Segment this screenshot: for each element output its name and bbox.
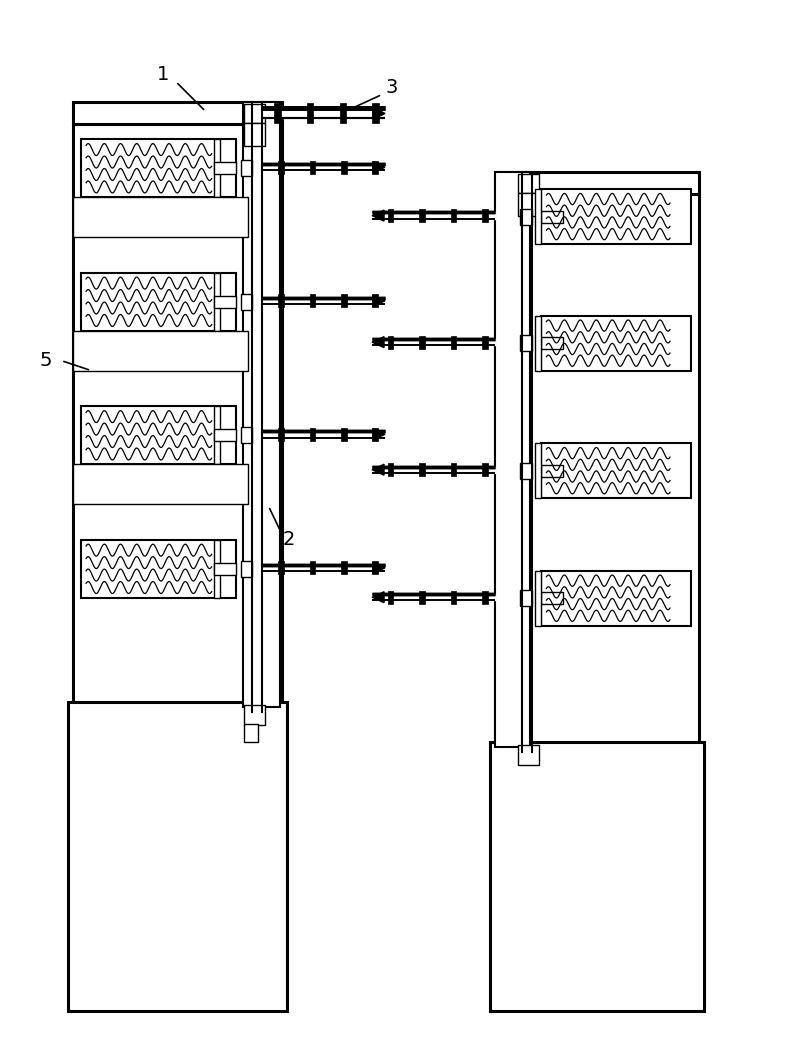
Bar	[517, 174, 539, 193]
Bar	[450, 591, 456, 604]
Bar	[341, 428, 347, 441]
Polygon shape	[373, 161, 385, 173]
Bar	[535, 443, 542, 498]
Text: 2: 2	[282, 530, 295, 549]
Bar	[241, 160, 252, 176]
Text: 3: 3	[386, 78, 399, 97]
Bar	[482, 210, 487, 222]
Bar	[278, 160, 284, 174]
Bar	[482, 463, 487, 476]
Bar	[81, 407, 236, 464]
Bar	[387, 335, 393, 349]
Bar	[278, 562, 284, 574]
Bar	[535, 315, 542, 371]
Bar	[372, 104, 379, 124]
Bar	[310, 428, 315, 441]
Bar	[542, 571, 691, 626]
Bar	[214, 540, 219, 597]
Bar	[278, 428, 284, 441]
Bar	[310, 294, 315, 307]
Bar	[68, 702, 288, 1011]
Bar	[340, 104, 346, 124]
Bar	[535, 190, 542, 244]
Bar	[542, 592, 564, 605]
Bar	[494, 194, 699, 747]
Polygon shape	[372, 464, 384, 475]
Bar	[244, 705, 266, 725]
Bar	[373, 562, 378, 574]
Bar	[387, 210, 393, 222]
Polygon shape	[372, 592, 384, 603]
Bar	[310, 562, 315, 574]
Text: 1: 1	[156, 65, 169, 84]
Polygon shape	[373, 563, 385, 573]
Bar	[450, 210, 456, 222]
Bar	[307, 104, 314, 124]
Bar	[494, 172, 699, 194]
Bar	[244, 724, 259, 742]
Bar	[373, 160, 378, 174]
Polygon shape	[373, 296, 385, 306]
Bar	[517, 193, 539, 216]
Bar	[542, 443, 691, 498]
Bar	[278, 294, 284, 307]
Bar	[73, 464, 248, 504]
Polygon shape	[372, 336, 384, 348]
Bar	[214, 430, 236, 441]
Bar	[419, 591, 424, 604]
Bar	[419, 210, 424, 222]
Bar	[73, 103, 282, 125]
Bar	[214, 296, 236, 308]
Bar	[341, 294, 347, 307]
Bar	[243, 103, 281, 707]
Bar	[214, 162, 236, 174]
Bar	[450, 463, 456, 476]
Bar	[341, 562, 347, 574]
Bar	[535, 571, 542, 626]
Bar	[241, 561, 252, 576]
Bar	[274, 104, 281, 124]
Bar	[520, 209, 531, 224]
Bar	[73, 331, 248, 371]
Bar	[482, 335, 487, 349]
Bar	[419, 335, 424, 349]
Text: 5: 5	[40, 351, 53, 370]
Bar	[542, 464, 564, 477]
Bar	[241, 293, 252, 310]
Bar	[341, 160, 347, 174]
Bar	[373, 294, 378, 307]
Bar	[241, 428, 252, 443]
Bar	[542, 337, 564, 349]
Bar	[81, 272, 236, 331]
Polygon shape	[372, 210, 384, 221]
Bar	[73, 125, 282, 707]
Polygon shape	[373, 429, 385, 440]
Bar	[387, 591, 393, 604]
Bar	[494, 172, 530, 747]
Bar	[517, 745, 539, 765]
Bar	[214, 407, 219, 464]
Bar	[244, 124, 266, 147]
Bar	[482, 591, 487, 604]
Bar	[373, 428, 378, 441]
Bar	[542, 315, 691, 371]
Bar	[310, 160, 315, 174]
Bar	[520, 590, 531, 606]
Bar	[214, 139, 219, 197]
Bar	[214, 272, 219, 331]
Bar	[542, 211, 564, 222]
Bar	[520, 463, 531, 479]
Bar	[490, 742, 704, 1011]
Bar	[81, 540, 236, 597]
Bar	[419, 463, 424, 476]
Bar	[450, 335, 456, 349]
Bar	[73, 197, 248, 237]
Polygon shape	[373, 108, 385, 119]
Bar	[520, 335, 531, 351]
Bar	[81, 139, 236, 197]
Bar	[214, 563, 236, 574]
Bar	[542, 190, 691, 244]
Bar	[244, 105, 266, 124]
Bar	[387, 463, 393, 476]
